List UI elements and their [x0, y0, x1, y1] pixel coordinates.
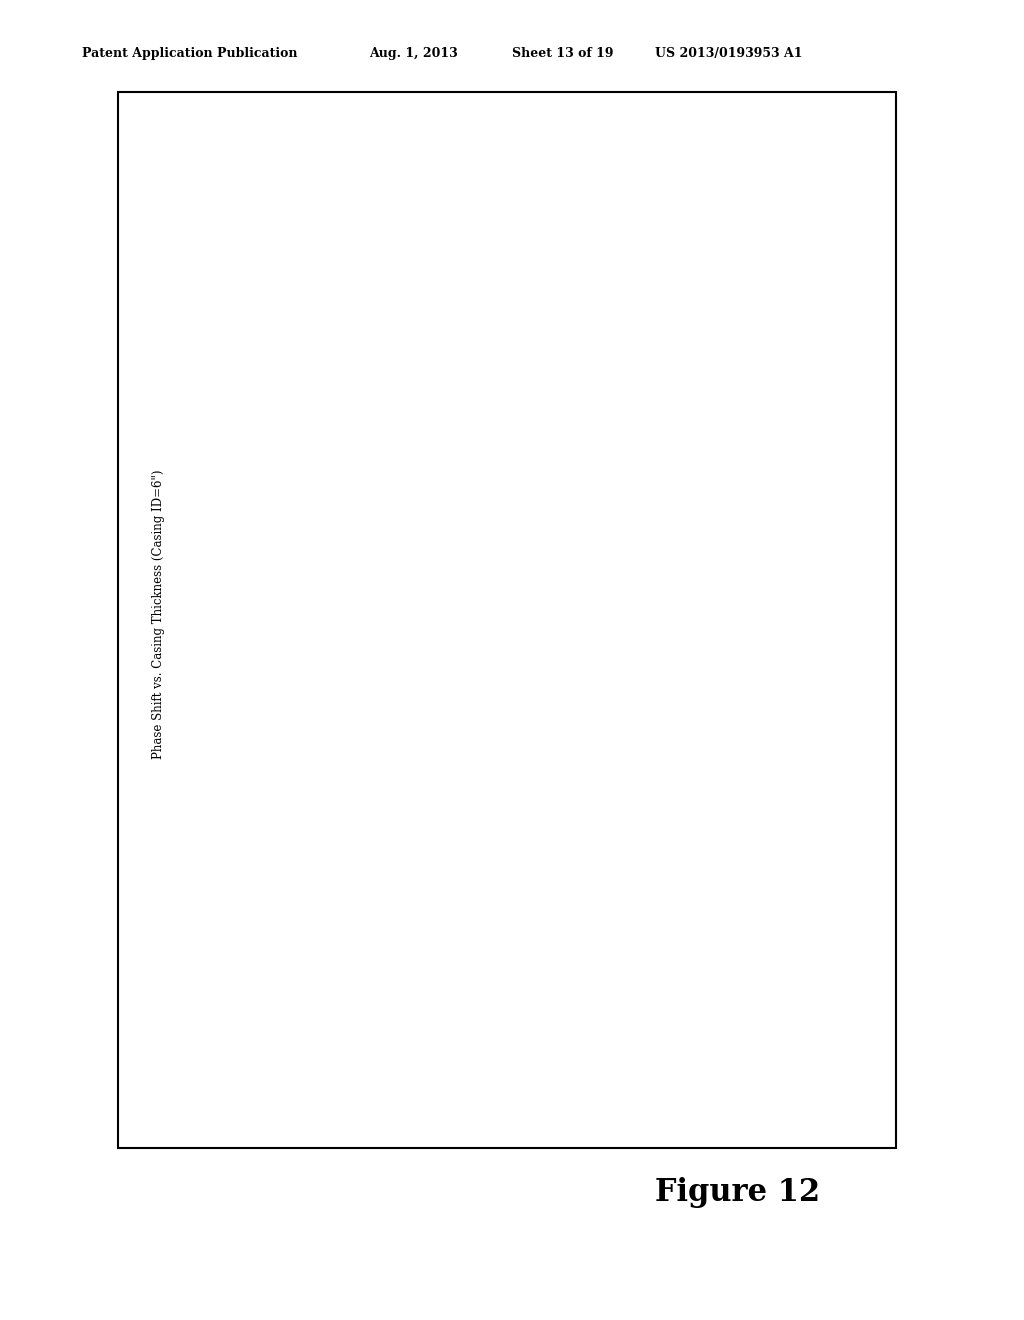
Text: Sheet 13 of 19: Sheet 13 of 19 [512, 46, 613, 59]
Text: Figure 12: Figure 12 [654, 1177, 820, 1208]
Text: 1206: 1206 [479, 777, 557, 791]
Text: 1208: 1208 [456, 1019, 496, 1051]
Text: US 2013/0193953 A1: US 2013/0193953 A1 [655, 46, 803, 59]
Text: Phase Shift vs. Casing Thickness (Casing ID=6"): Phase Shift vs. Casing Thickness (Casing… [153, 469, 165, 759]
X-axis label: Modeled Phase (R): Modeled Phase (R) [433, 1093, 550, 1106]
Text: 1212: 1212 [411, 830, 455, 847]
Y-axis label: Receiver-Transmitter Distance (TX at 0) (in): Receiver-Transmitter Distance (TX at 0) … [794, 490, 804, 731]
Text: 1204: 1204 [502, 855, 588, 870]
Text: Aug. 1, 2013: Aug. 1, 2013 [369, 46, 458, 59]
Text: Patent Application Publication: Patent Application Publication [82, 46, 297, 59]
Text: 1202: 1202 [524, 912, 617, 933]
Text: 1210: 1210 [431, 961, 473, 979]
